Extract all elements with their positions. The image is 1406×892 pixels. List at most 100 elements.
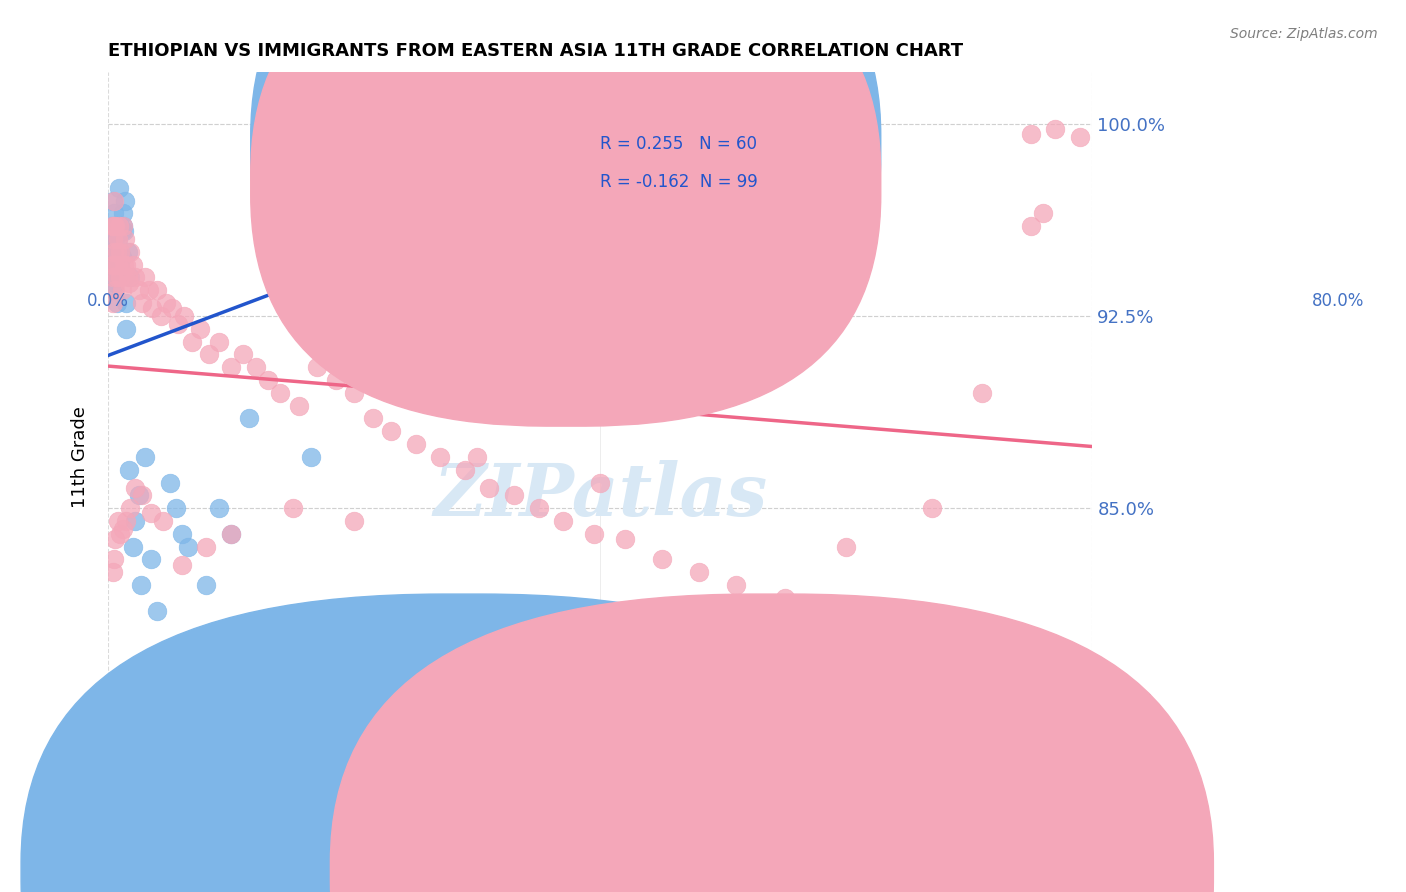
Point xyxy=(724,578,747,592)
Point xyxy=(429,450,451,464)
Point xyxy=(103,206,125,220)
Text: Immigrants from Eastern Asia: Immigrants from Eastern Asia xyxy=(720,856,967,874)
Text: 80.0%: 80.0% xyxy=(1312,292,1365,310)
Point xyxy=(115,322,138,336)
Point xyxy=(110,270,132,285)
Point xyxy=(103,219,125,234)
Point xyxy=(613,532,636,546)
Point xyxy=(138,283,160,297)
Point xyxy=(149,309,172,323)
Point xyxy=(129,578,152,592)
Point xyxy=(1019,127,1042,141)
Point xyxy=(101,296,124,310)
Point xyxy=(111,522,134,536)
Point xyxy=(107,258,129,272)
Point xyxy=(110,244,132,259)
Point xyxy=(108,224,131,238)
Point xyxy=(120,244,142,259)
Text: ZIPatlas: ZIPatlas xyxy=(433,459,768,531)
Point xyxy=(103,270,125,285)
Point xyxy=(112,258,135,272)
Point xyxy=(110,250,132,264)
Point xyxy=(107,270,129,285)
Point xyxy=(104,258,127,272)
Point xyxy=(141,301,163,316)
Point xyxy=(110,526,132,541)
Point xyxy=(101,194,124,208)
FancyBboxPatch shape xyxy=(250,0,880,388)
Point xyxy=(100,258,122,272)
Point xyxy=(405,129,427,144)
Point xyxy=(1045,121,1067,136)
Point xyxy=(105,244,128,259)
Point xyxy=(208,334,231,349)
Point xyxy=(100,219,122,234)
Point xyxy=(170,526,193,541)
Point xyxy=(101,224,124,238)
Text: 0.0%: 0.0% xyxy=(87,292,129,310)
Point xyxy=(104,258,127,272)
Point xyxy=(107,514,129,528)
Point xyxy=(553,514,575,528)
Point xyxy=(120,501,142,516)
FancyBboxPatch shape xyxy=(536,122,792,215)
Point xyxy=(454,463,477,477)
Point xyxy=(104,283,127,297)
Point xyxy=(105,265,128,279)
Point xyxy=(152,514,174,528)
Point xyxy=(101,270,124,285)
Point xyxy=(104,219,127,234)
Point xyxy=(195,578,218,592)
Point xyxy=(165,501,187,516)
Point xyxy=(307,360,329,375)
Text: R = -0.162  N = 99: R = -0.162 N = 99 xyxy=(600,173,758,192)
Point xyxy=(872,624,894,639)
Point xyxy=(583,526,606,541)
Y-axis label: 11th Grade: 11th Grade xyxy=(72,406,89,508)
Point xyxy=(100,219,122,234)
Point xyxy=(1032,206,1054,220)
Point xyxy=(120,270,142,285)
Point xyxy=(117,244,139,259)
Point xyxy=(115,258,138,272)
Point xyxy=(343,385,366,400)
Point xyxy=(1019,219,1042,234)
Point xyxy=(245,360,267,375)
Point xyxy=(146,283,169,297)
Point xyxy=(124,514,146,528)
Point xyxy=(688,565,710,579)
Point xyxy=(167,317,190,331)
Point xyxy=(139,552,162,566)
Point xyxy=(134,450,156,464)
Point xyxy=(110,219,132,234)
Point xyxy=(1069,129,1091,144)
Point xyxy=(219,360,242,375)
Point xyxy=(299,450,322,464)
Point xyxy=(124,270,146,285)
Text: R = 0.255   N = 60: R = 0.255 N = 60 xyxy=(600,135,758,153)
Point xyxy=(380,424,402,438)
Point xyxy=(101,232,124,246)
Point xyxy=(173,309,195,323)
Point xyxy=(219,526,242,541)
Point xyxy=(114,232,136,246)
Point xyxy=(219,526,242,541)
Point xyxy=(651,552,673,566)
Point xyxy=(118,463,141,477)
Point xyxy=(111,219,134,234)
FancyBboxPatch shape xyxy=(250,0,880,426)
Point xyxy=(105,244,128,259)
Point xyxy=(103,244,125,259)
Point xyxy=(188,322,211,336)
Point xyxy=(107,232,129,246)
Point xyxy=(103,244,125,259)
Point xyxy=(107,250,129,264)
Point xyxy=(263,681,285,695)
Point xyxy=(177,540,200,554)
Point xyxy=(232,347,254,361)
Point xyxy=(515,142,537,156)
Point xyxy=(208,501,231,516)
Point xyxy=(112,224,135,238)
Point xyxy=(108,219,131,234)
Point xyxy=(110,258,132,272)
